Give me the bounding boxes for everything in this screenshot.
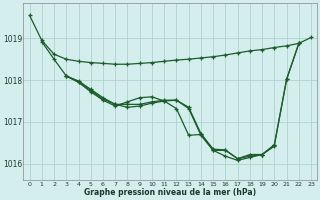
X-axis label: Graphe pression niveau de la mer (hPa): Graphe pression niveau de la mer (hPa) [84, 188, 256, 197]
